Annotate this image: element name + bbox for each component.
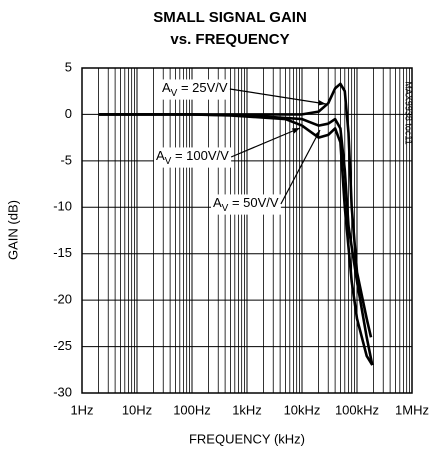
x-tick-label: 1Hz bbox=[70, 402, 93, 417]
y-axis-label: GAIN (dB) bbox=[5, 200, 20, 260]
x-tick-label: 10kHz bbox=[284, 402, 321, 417]
annotation-sub: V bbox=[165, 156, 172, 167]
y-tick-label: 5 bbox=[65, 59, 72, 74]
y-tick-label: -5 bbox=[60, 152, 72, 167]
series-line bbox=[98, 82, 373, 338]
annotation-rest: = 25V/V bbox=[177, 80, 228, 95]
y-tick-label: -30 bbox=[53, 384, 72, 399]
annotation-arrow bbox=[280, 129, 321, 205]
side-note: MAX9938 toc11 bbox=[404, 81, 414, 144]
annotation-sub: V bbox=[222, 203, 229, 214]
annotation-base: A bbox=[156, 148, 165, 163]
series-line bbox=[98, 113, 374, 366]
arrow-head bbox=[292, 128, 300, 134]
x-axis-label: FREQUENCY (kHz) bbox=[189, 431, 305, 446]
annotation-sub: V bbox=[171, 88, 178, 99]
arrow-head bbox=[314, 130, 320, 138]
y-tick-label: -15 bbox=[53, 245, 72, 260]
annotation-bg bbox=[160, 79, 230, 100]
annotation-rest: = 50V/V bbox=[228, 195, 279, 210]
x-tick-label: 100Hz bbox=[173, 402, 211, 417]
x-tick-label: 1MHz bbox=[395, 402, 429, 417]
annotation: AV = 50V/V bbox=[213, 195, 279, 213]
chart-subtitle: vs. FREQUENCY bbox=[170, 31, 289, 48]
series-line bbox=[98, 113, 374, 366]
annotation-base: A bbox=[213, 195, 222, 210]
annotation-arrow bbox=[230, 127, 301, 158]
y-tick-label: -20 bbox=[53, 292, 72, 307]
arrow-head bbox=[318, 100, 326, 106]
x-tick-label: 10Hz bbox=[122, 402, 152, 417]
annotation-base: A bbox=[162, 80, 171, 95]
annotation-arrow bbox=[229, 88, 327, 105]
annotation-bg bbox=[154, 147, 232, 168]
y-tick-label: -25 bbox=[53, 338, 72, 353]
annotation: AV = 100V/V bbox=[156, 148, 229, 166]
plot-frame bbox=[81, 67, 413, 394]
x-tick-label: 100kHz bbox=[335, 402, 379, 417]
chart-title: SMALL SIGNAL GAIN bbox=[153, 9, 307, 26]
y-tick-label: -10 bbox=[53, 199, 72, 214]
annotation-rest: = 100V/V bbox=[171, 148, 229, 163]
annotation: AV = 25V/V bbox=[162, 80, 228, 98]
x-tick-label: 1kHz bbox=[232, 402, 262, 417]
y-tick-label: 0 bbox=[65, 106, 72, 121]
annotation-bg bbox=[211, 194, 281, 215]
